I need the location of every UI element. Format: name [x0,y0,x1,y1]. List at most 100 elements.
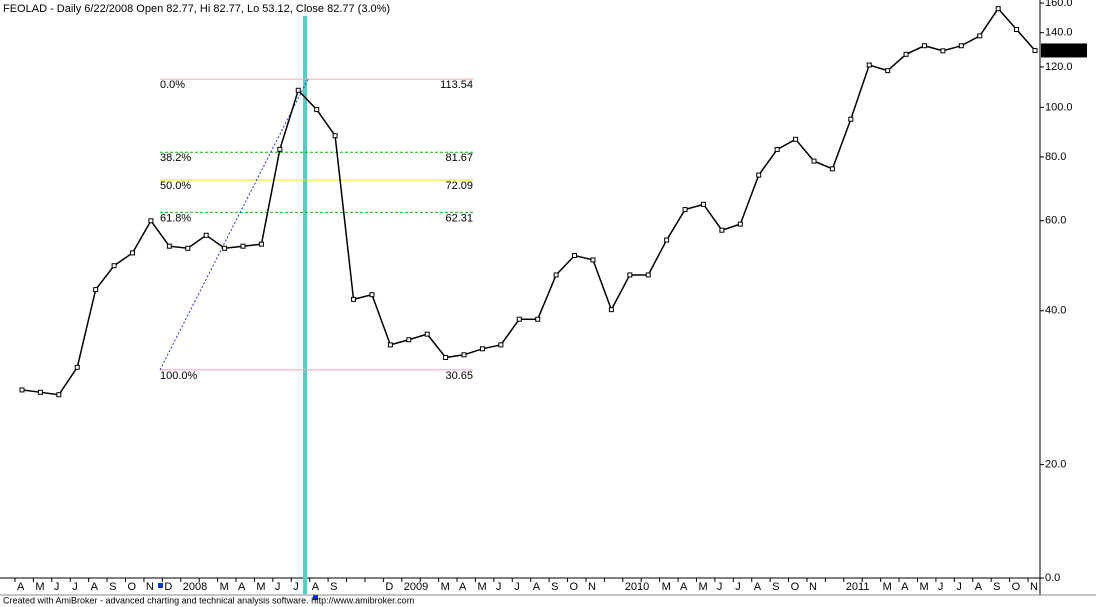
x-tick-label: S [993,581,1000,593]
y-tick-label: 20.0 [1045,459,1066,471]
fib-level-label: 61.8% [160,212,191,224]
price-bar [516,316,522,322]
price-bar [848,116,854,122]
y-tick-label: 0.0 [1045,572,1060,584]
x-tick-label: J [735,581,741,593]
y-tick-label: 100.0 [1045,101,1073,113]
x-tick-label: J [496,581,502,593]
price-bar [958,43,964,49]
last-price-box [1041,43,1087,58]
x-tick-label: A [17,581,25,593]
y-tick-label: 140.0 [1045,27,1073,39]
price-bar [277,146,283,152]
x-tick-label: A [91,581,99,593]
price-bar [148,218,154,224]
y-tick-label: 60.0 [1045,215,1066,227]
x-tick-label: 2008 [183,581,207,593]
x-tick-label: S [551,581,558,593]
price-bar [443,355,449,361]
x-tick-label: D [385,581,393,593]
price-bar [645,272,651,278]
price-bar [424,331,430,337]
footer: Created with AmiBroker - advanced charti… [3,595,414,605]
price-bar [774,147,780,153]
price-bar [682,207,688,213]
x-tick-label: M [919,581,928,593]
y-tick-label: 80.0 [1045,151,1066,163]
x-tick-label: A [459,581,467,593]
x-tick-label: S [772,581,779,593]
x-tick-label: A [238,581,246,593]
price-bar [19,387,25,393]
fib-anchor-marker [158,583,163,588]
fib-value-label: 30.65 [445,370,473,382]
price-bar [258,241,264,247]
y-tick-label: 40.0 [1045,305,1066,317]
price-bar [553,272,559,278]
price-bar [1014,27,1020,33]
x-tick-label: O [1012,581,1021,593]
x-tick-label: J [293,581,299,593]
price-bar [130,250,136,256]
price-bar [240,243,246,249]
x-tick-label: O [128,581,137,593]
price-bar [977,33,983,39]
price-line [21,7,1036,396]
x-tick-label: O [570,581,579,593]
price-bar [461,352,467,358]
price-bar [111,263,117,269]
chart-title: FEOLAD - Daily 6/22/2008 Open 82.77, Hi … [3,3,390,15]
price-bar [387,342,393,348]
price-bar [203,232,209,238]
x-tick-label: M [883,581,892,593]
x-tick-label: A [975,581,983,593]
price-bar [332,133,338,139]
y-tick-label: 160.0 [1045,0,1073,9]
price-bar [627,272,633,278]
price-bar [314,107,320,113]
price-bar [829,166,835,172]
fib-value-label: 81.67 [445,152,473,164]
price-bar [535,316,541,322]
x-tick-label: D [164,581,172,593]
price-bar [756,172,762,178]
price-bar [369,292,375,298]
price-bar [885,68,891,74]
price-bar [406,337,412,343]
x-tick-label: 2009 [404,581,428,593]
x-tick-label: M [35,581,44,593]
x-tick-label: S [109,581,116,593]
x-tick-label: J [54,581,60,593]
x-tick-label: N [809,581,817,593]
x-tick-label: M [256,581,265,593]
x-tick-label: M [698,581,707,593]
fib-value-label: 113.54 [440,79,473,91]
x-tick-label: A [901,581,909,593]
x-tick-label: J [514,581,520,593]
price-bar [572,253,578,259]
x-tick-label: N [588,581,596,593]
fib-level-label: 50.0% [160,180,191,192]
x-tick-label: M [220,581,229,593]
price-bar [479,346,485,352]
price-bar [351,296,357,302]
price-bar [700,201,706,207]
x-tick-label: A [533,581,541,593]
x-tick-label: J [72,581,78,593]
x-tick-label: J [717,581,723,593]
x-tick-label: M [662,581,671,593]
price-bar [719,227,725,233]
x-tick-label: J [275,581,281,593]
y-tick-label: 120.0 [1045,61,1073,73]
price-bar [737,221,743,227]
x-tick-label: A [680,581,688,593]
x-tick-label: M [441,581,450,593]
price-bar [811,158,817,164]
last-price-label: 129.21 [1044,44,1078,56]
x-tick-label: M [477,581,486,593]
price-bar [921,43,927,49]
price-bar [664,237,670,243]
x-tick-label: A [754,581,762,593]
fib-level-label: 100.0% [160,370,198,382]
